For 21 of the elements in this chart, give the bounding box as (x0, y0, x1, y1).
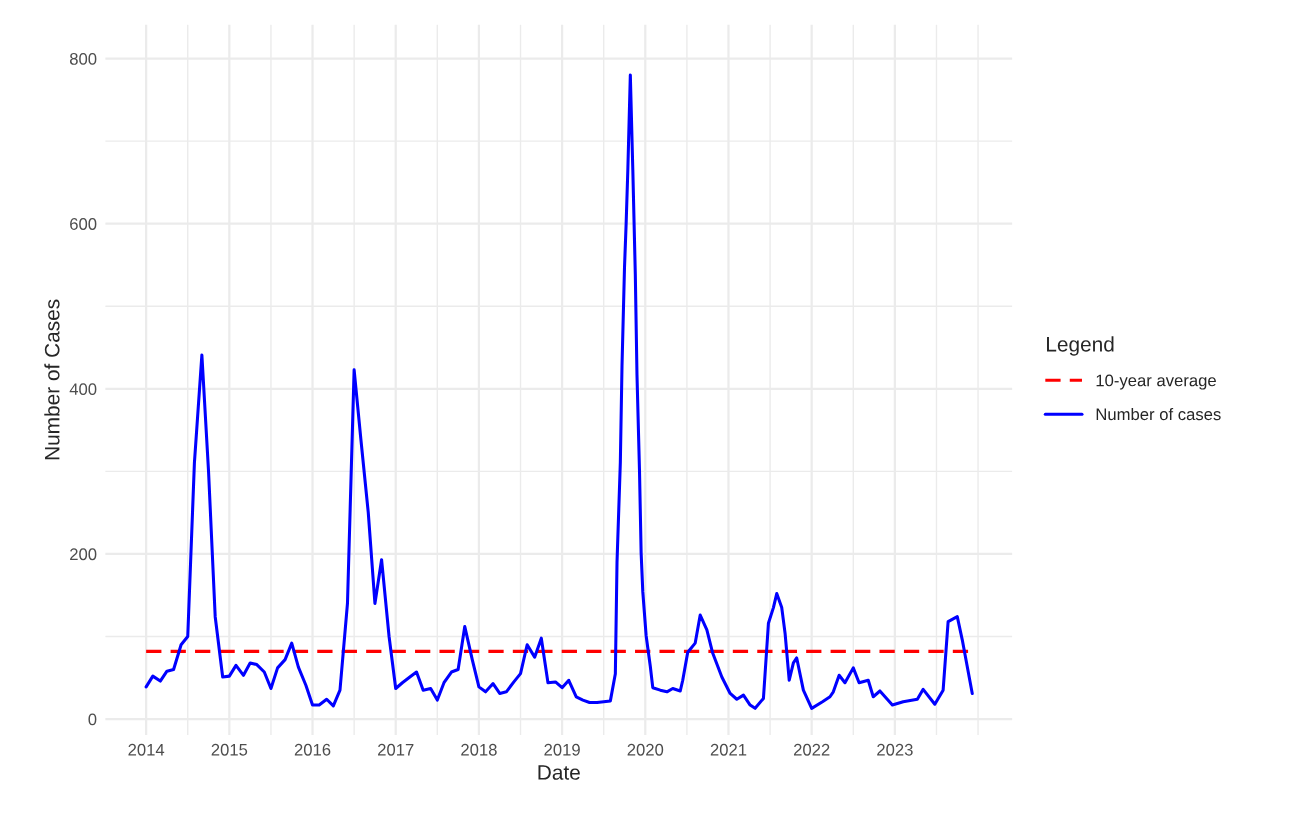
x-tick-label: 2017 (378, 743, 414, 756)
x-tick-label: 2023 (877, 743, 913, 756)
x-tick-label: 2022 (793, 743, 830, 756)
y-tick-label: 200 (70, 548, 97, 561)
y-tick-label: 400 (69, 383, 97, 396)
legend-label: Number of cases (1096, 407, 1221, 421)
x-tick-label: 2016 (294, 743, 331, 756)
y-axis-title: Number of Cases (44, 299, 60, 460)
legend-label: 10-year average (1096, 374, 1216, 390)
y-tick-label: 0 (88, 713, 97, 726)
y-tick-label: 800 (69, 53, 97, 65)
x-tick-label: 2015 (211, 743, 248, 756)
y-tick-label: 600 (70, 218, 97, 230)
line-series (144, 73, 974, 710)
x-tick-label: 2020 (627, 743, 664, 756)
x-tick-label: 2014 (128, 743, 165, 756)
legend-title: Legend (1047, 336, 1114, 356)
x-tick-label: 2019 (544, 743, 580, 756)
x-axis-title: Date (538, 765, 580, 780)
x-tick-label: 2021 (710, 743, 747, 756)
x-tick-label: 2018 (461, 743, 497, 756)
